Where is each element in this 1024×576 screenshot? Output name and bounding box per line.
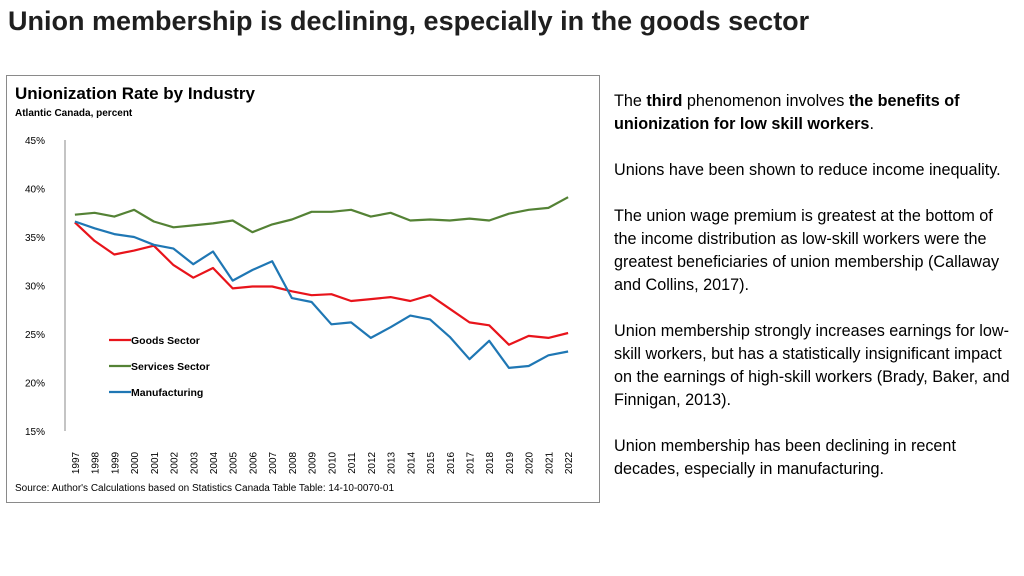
text-span: phenomenon involves [682,92,849,110]
legend-label: Manufacturing [131,387,203,399]
y-tick-label: 30% [25,282,45,293]
x-tick-label: 2020 [525,451,536,474]
x-tick-label: 2021 [544,451,555,474]
x-tick-label: 2017 [465,451,476,474]
line-chart: 15% 20% 25% 30% 35% 40% 45% 1997 1998 1999 2000 200… [25,136,575,474]
y-tick-label: 40% [25,185,45,196]
x-tick-label: 2019 [505,451,516,474]
text-bold: third [646,92,683,110]
text-bold: the benefits of unionization for low ski… [614,92,960,133]
x-tick-label: 1999 [110,451,121,474]
x-tick-label: 2014 [406,451,417,474]
x-tick-label: 2012 [367,451,378,474]
y-tick-label: 35% [25,233,45,244]
y-tick-label: 45% [25,136,45,147]
x-tick-label: 2007 [268,451,279,474]
y-tick-label: 20% [25,379,45,390]
x-tick-label: 2011 [347,452,358,474]
x-tick-label: 2001 [150,451,161,474]
chart-subtitle: Atlantic Canada, percent [15,108,133,119]
text-span: . [869,115,874,133]
series-line-manufacturing [74,220,569,369]
chart-title: Unionization Rate by Industry [15,84,255,103]
legend-label: Goods Sector [131,335,200,347]
slide-title: Union membership is declining, especiall… [8,6,810,36]
x-tick-label: 2005 [229,451,240,474]
x-tick-label: 2006 [248,451,259,474]
series-line-goods-sector [74,221,569,346]
x-tick-label: 2003 [189,451,200,474]
x-tick-label: 2018 [485,451,496,474]
y-tick-label: 15% [25,427,45,438]
x-tick-label: 2009 [308,451,319,474]
x-tick-label: 2008 [288,451,299,474]
chart-source: Source: Author's Calculations based on S… [15,483,395,494]
x-tick-label: 1997 [71,451,82,474]
text-span: The [614,92,647,110]
paragraph-decline: Union membership has been declining in r… [614,437,956,478]
x-tick-label: 2000 [130,451,141,474]
legend-label: Services Sector [131,361,210,373]
y-tick-label: 25% [25,330,45,341]
x-tick-label: 1998 [91,451,102,474]
x-tick-label: 2002 [170,451,181,474]
paragraph-third-phenomenon: The third phenomenon involves the benefi… [614,90,1018,136]
x-tick-label: 2015 [426,451,437,474]
chart-panel: Unionization Rate by Industry Atlantic C… [6,75,600,503]
x-tick-label: 2016 [446,451,457,474]
x-tick-label: 2010 [327,451,338,474]
paragraph-earnings: Union membership strongly increases earn… [614,322,1010,409]
x-tick-label: 2013 [387,451,398,474]
x-tick-label: 2022 [564,451,575,474]
series-line-services-sector [74,196,569,234]
side-text: The third phenomenon involves the benefi… [614,90,1018,504]
x-tick-label: 2004 [209,451,220,474]
paragraph-income-inequality: Unions have been shown to reduce income … [614,161,1001,179]
paragraph-wage-premium: The union wage premium is greatest at th… [614,207,1000,294]
